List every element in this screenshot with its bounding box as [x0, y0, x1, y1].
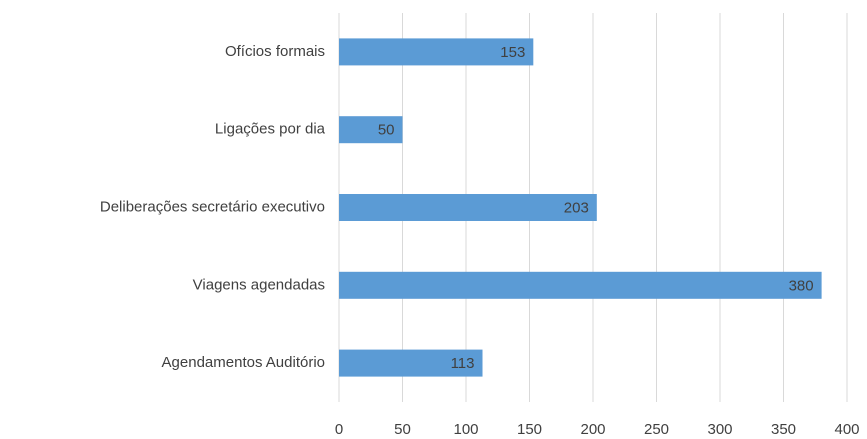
bar: [339, 194, 597, 221]
x-tick-label: 200: [580, 421, 605, 438]
data-label: 380: [789, 277, 814, 294]
data-label: 113: [451, 355, 475, 372]
x-tick-label: 300: [707, 421, 732, 438]
x-tick-label: 250: [644, 421, 669, 438]
y-tick-label: Ligações por dia: [215, 121, 326, 138]
x-tick-label: 50: [394, 421, 411, 438]
bar: [339, 116, 403, 144]
data-label: 153: [500, 44, 525, 61]
x-tick-label: 0: [335, 421, 343, 438]
bar: [339, 38, 534, 66]
bar: [339, 349, 483, 377]
data-label: 203: [564, 199, 589, 216]
x-tick-label: 150: [517, 421, 542, 438]
bar: [339, 271, 822, 299]
data-label: 50: [378, 122, 395, 139]
x-tick-label: 400: [834, 421, 859, 438]
y-tick-label: Deliberações secretário executivo: [100, 198, 325, 215]
x-tick-label: 100: [453, 421, 478, 438]
y-tick-label: Ofícios formais: [225, 43, 325, 60]
y-tick-label: Agendamentos Auditório: [162, 354, 325, 371]
x-tick-label: 350: [771, 421, 796, 438]
y-tick-label: Viagens agendadas: [193, 276, 325, 293]
